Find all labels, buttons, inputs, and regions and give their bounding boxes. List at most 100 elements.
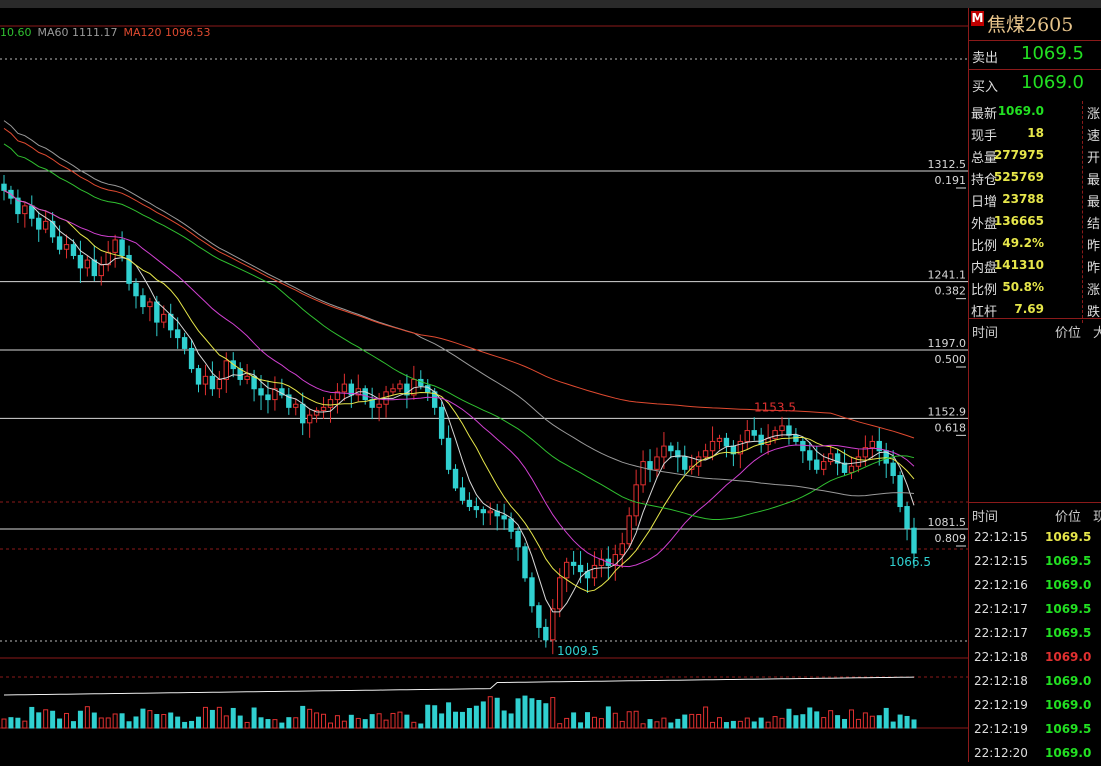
stat-label: 内盘	[971, 261, 998, 276]
stat-label-right: 涨	[1087, 107, 1101, 122]
candle-body	[515, 530, 521, 548]
stat-row: 日增 23788 最	[969, 188, 1101, 210]
candle-body	[800, 440, 806, 452]
volume-bar	[765, 721, 771, 729]
candle-body	[911, 527, 917, 554]
candle-body	[334, 391, 341, 401]
tick-price: 1069.5	[1045, 530, 1092, 544]
contract-name[interactable]: 焦煤2605	[987, 14, 1074, 36]
tick-row[interactable]: 22:12:17 1069.5	[969, 622, 1101, 646]
candle-body	[716, 437, 723, 442]
stat-label: 日增	[971, 195, 998, 210]
candle-body	[779, 425, 785, 432]
volume-bar	[862, 712, 868, 729]
candle-body	[452, 468, 459, 489]
fib-ratio-label: 0.618	[935, 421, 967, 434]
volume-bar	[605, 706, 611, 729]
candle-body	[286, 394, 292, 408]
candle-body	[147, 301, 153, 308]
candle-body	[320, 406, 327, 411]
ma-line-10	[3, 189, 915, 593]
candle-body	[834, 453, 841, 464]
volume-bar	[383, 719, 389, 729]
stat-label: 比例	[971, 283, 998, 298]
volume-bar	[362, 719, 368, 729]
candle-body	[244, 375, 250, 380]
volume-bar	[779, 717, 785, 729]
candle-body	[341, 383, 348, 393]
stat-value: 49.2%	[1002, 236, 1044, 250]
volume-bar	[376, 713, 382, 729]
ma-legend: 10.60 MA60 1111.17 MA120 1096.53	[0, 26, 217, 39]
tick-row[interactable]: 22:12:17 1069.5	[969, 598, 1101, 622]
stat-value: 141310	[993, 258, 1044, 272]
volume-bar	[307, 708, 313, 729]
candle-body	[209, 375, 216, 390]
volume-bar	[355, 717, 361, 729]
tick-row[interactable]: 22:12:15 1069.5	[969, 526, 1101, 550]
candle-body	[77, 254, 84, 269]
tick-price: 1069.0	[1045, 746, 1092, 760]
volume-bar	[598, 718, 604, 729]
candle-body	[293, 403, 299, 408]
sell-label: 卖出	[972, 51, 999, 66]
volume-bar	[723, 722, 729, 729]
sell-row: 卖出 1069.5	[969, 40, 1101, 69]
tick-extra-header: 现	[1093, 510, 1101, 525]
volume-bar	[682, 714, 688, 729]
volume-bar	[425, 704, 431, 729]
tick-row[interactable]: 22:12:20 1069.0	[969, 742, 1101, 766]
candle-body	[876, 440, 882, 452]
volume-bar	[154, 714, 160, 729]
volume-bar	[640, 723, 646, 729]
candle-body	[529, 577, 535, 607]
volume-bar	[564, 717, 570, 729]
tick-row[interactable]: 22:12:15 1069.5	[969, 550, 1101, 574]
candle-body	[841, 462, 848, 473]
tick-row[interactable]: 22:12:19 1069.5	[969, 718, 1101, 742]
candle-body	[480, 509, 487, 514]
candle-body	[459, 487, 466, 501]
candle-body	[272, 388, 278, 401]
tick-row[interactable]: 22:12:18 1069.0	[969, 670, 1101, 694]
volume-bar	[855, 718, 861, 729]
kline-chart[interactable]: 1312.5 0.191 1241.1 0.382 1197.0 0.500 1152.9 0…	[0, 8, 968, 762]
volume-bar	[390, 712, 396, 729]
tick-time-header: 时间	[972, 510, 999, 525]
stat-label: 杠杆	[971, 305, 998, 320]
candle-body	[473, 506, 480, 511]
stat-value: 277975	[993, 148, 1044, 162]
stat-value: 50.8%	[1002, 280, 1044, 294]
window-top-bar	[0, 0, 1101, 8]
stat-row: 持仓 525769 最	[969, 166, 1101, 188]
volume-bar	[300, 705, 306, 729]
volume-bar	[272, 719, 278, 729]
volume-bar	[50, 710, 56, 729]
volume-bar	[265, 719, 271, 729]
candle-body	[84, 259, 91, 269]
candle-body	[348, 383, 355, 396]
volume-bar	[182, 721, 188, 729]
tick-price: 1069.5	[1045, 602, 1092, 616]
volume-bar	[869, 715, 875, 729]
volume-bar	[786, 708, 792, 729]
volume-bar	[848, 709, 854, 729]
candle-body	[112, 239, 118, 253]
candle-body	[188, 347, 195, 370]
candle-body	[675, 450, 681, 458]
volume-bar	[703, 706, 709, 729]
tick-row[interactable]: 22:12:18 1069.0	[969, 646, 1101, 670]
tick-time: 22:12:19	[974, 722, 1028, 736]
volume-bar	[43, 709, 49, 729]
fib-price-label: 1312.5	[928, 158, 967, 171]
fib-price-label: 1152.9	[928, 405, 967, 418]
tick-row[interactable]: 22:12:16 1069.0	[969, 574, 1101, 598]
big-trades-extra-header: 大	[1093, 326, 1101, 341]
volume-bar	[397, 711, 403, 729]
candle-body	[508, 518, 514, 532]
tick-row[interactable]: 22:12:19 1069.0	[969, 694, 1101, 718]
tick-time: 22:12:15	[974, 554, 1028, 568]
candle-body	[543, 626, 549, 641]
tick-list-header: 时间 价位 现	[969, 502, 1101, 525]
kline-svg[interactable]: 1312.5 0.191 1241.1 0.382 1197.0 0.500 1152.9 0…	[0, 8, 968, 762]
